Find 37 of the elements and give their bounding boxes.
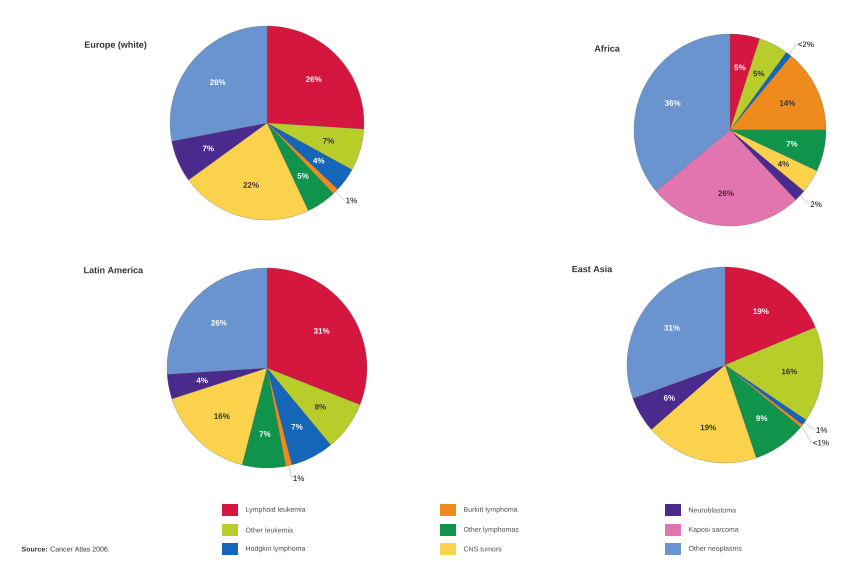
data-label: 2% [810, 201, 822, 208]
data-label: 31% [664, 325, 680, 331]
data-label: 16% [782, 368, 798, 374]
chart-title: Latin America [84, 266, 144, 274]
data-label: 31% [314, 328, 330, 334]
data-label: 4% [196, 378, 208, 384]
data-label: 1% [346, 198, 357, 204]
data-label: 19% [700, 424, 716, 430]
data-label: <2% [798, 41, 814, 48]
data-label: 7% [202, 146, 214, 152]
data-label: 8% [314, 404, 326, 410]
text: Europe (white) [84, 41, 146, 50]
data-label: 1% [816, 427, 828, 433]
data-label: 14% [780, 100, 796, 106]
data-label: 9% [756, 415, 768, 422]
data-label: 22% [243, 182, 259, 188]
data-label: 5% [753, 70, 764, 76]
data-label: 6% [664, 395, 675, 401]
data-label: 19% [753, 308, 769, 314]
data-label: 28% [210, 79, 226, 86]
data-label: 16% [214, 413, 230, 419]
data-label: 4% [313, 158, 324, 164]
data-label: 5% [297, 173, 309, 179]
data-label: 7% [260, 431, 270, 437]
data-label: 26% [718, 190, 734, 196]
data-label: <1% [813, 440, 829, 446]
data-label: 7% [292, 424, 303, 430]
data-label: 5% [734, 64, 746, 70]
chart-title: East Asia [572, 266, 612, 272]
data-label: 7% [323, 138, 334, 144]
text: Africa [594, 45, 620, 52]
data-label: 26% [211, 320, 227, 326]
data-label: 1% [293, 475, 304, 482]
data-label: 7% [786, 140, 798, 147]
data-label: 36% [664, 100, 680, 106]
data-label: 26% [306, 76, 322, 82]
data-label: 4% [778, 161, 790, 167]
